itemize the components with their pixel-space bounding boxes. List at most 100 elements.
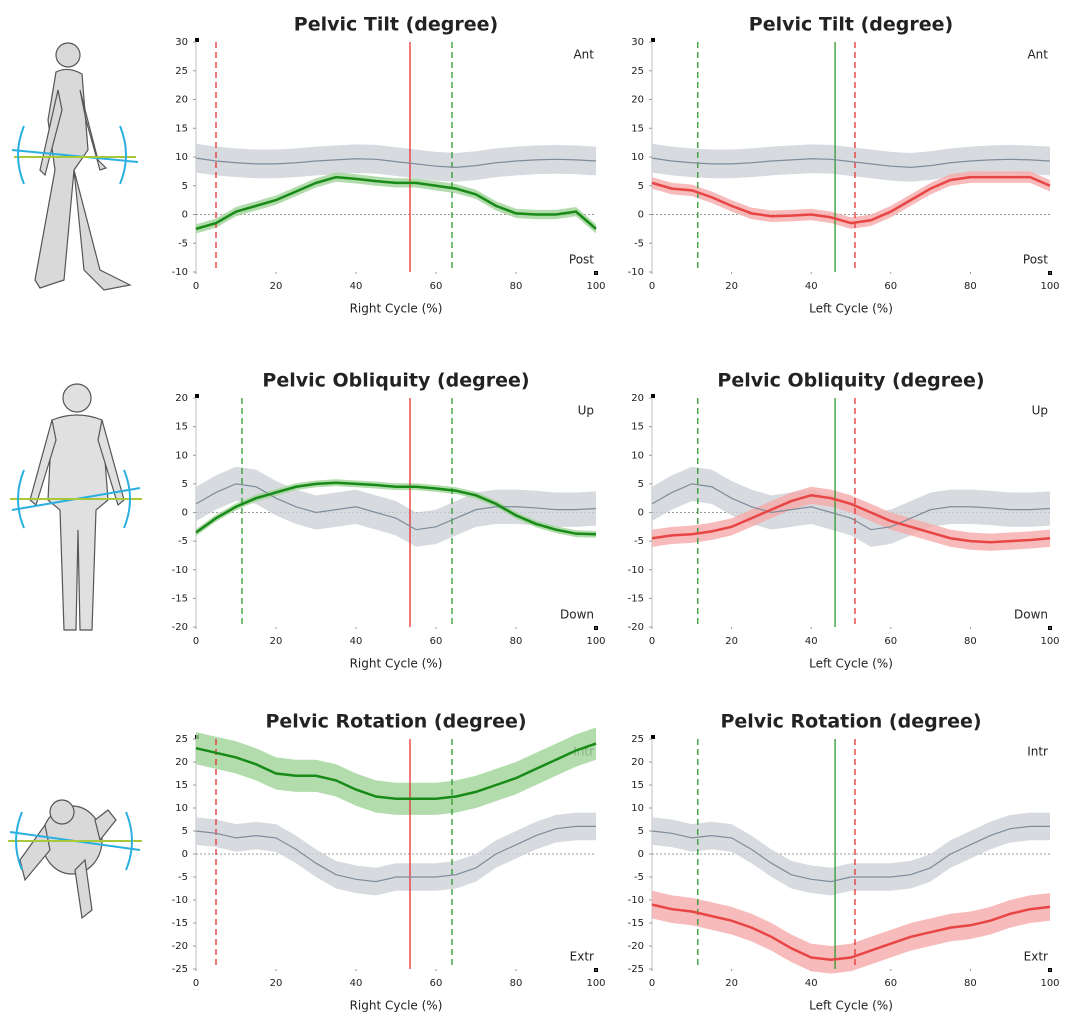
x-tick-label: 0: [649, 281, 655, 292]
band: [196, 144, 596, 182]
chart: Pelvic Obliquity (degree)Left Cycle (%)U…: [628, 370, 1060, 671]
page: {"chart_data": [ {"type": "line", "title…: [0, 0, 1067, 1019]
y-tick-label: 15: [175, 123, 188, 134]
y-tick-label: -10: [628, 895, 644, 906]
x-tick-label: 0: [649, 636, 655, 647]
x-tick-label: 60: [430, 636, 443, 647]
y-tick-label: -5: [634, 238, 644, 249]
y-tick-label: 15: [175, 422, 188, 433]
front-figure: [30, 384, 124, 630]
x-tick-label: 20: [725, 636, 738, 647]
y-tick-label: -5: [178, 536, 188, 547]
chart-title: Pelvic Rotation (degree): [265, 711, 526, 733]
y-tick-label: -20: [172, 941, 188, 952]
y-tick-label: 0: [638, 849, 644, 860]
annotation: Up: [578, 404, 594, 418]
x-axis-label: Left Cycle (%): [809, 999, 893, 1013]
x-tick-label: 80: [510, 636, 523, 647]
chart: Pelvic Obliquity (degree)Right Cycle (%)…: [172, 370, 606, 671]
chart: Pelvic Tilt (degree)Left Cycle (%)AntPos…: [628, 14, 1060, 316]
x-tick-label: 100: [1040, 978, 1059, 989]
x-tick-label: 20: [270, 281, 283, 292]
x-tick-label: 40: [350, 636, 363, 647]
y-tick-label: 10: [175, 803, 188, 814]
x-tick-label: 60: [884, 636, 897, 647]
axis-end: [195, 38, 199, 42]
band: [196, 467, 596, 547]
x-axis-label: Right Cycle (%): [350, 999, 443, 1013]
x-tick-label: 0: [193, 281, 199, 292]
x-tick-label: 100: [1040, 281, 1059, 292]
chart-title: Pelvic Tilt (degree): [749, 14, 953, 36]
y-tick-label: -15: [172, 593, 188, 604]
y-tick-label: -10: [628, 565, 644, 576]
y-tick-label: 10: [175, 152, 188, 163]
y-tick-label: 0: [638, 210, 644, 221]
annotation: Post: [1023, 253, 1048, 267]
x-tick-label: 40: [350, 281, 363, 292]
x-tick-label: 100: [586, 636, 605, 647]
y-tick-label: 5: [638, 826, 644, 837]
y-tick-label: 20: [631, 95, 644, 106]
x-tick-label: 0: [193, 978, 199, 989]
x-tick-label: 60: [884, 978, 897, 989]
x-tick-label: 60: [884, 281, 897, 292]
x-tick-label: 100: [1040, 636, 1059, 647]
y-tick-label: -20: [172, 622, 188, 633]
x-axis-label: Right Cycle (%): [350, 302, 443, 316]
x-tick-label: 20: [725, 281, 738, 292]
y-tick-label: -25: [628, 964, 644, 975]
chart-title: Pelvic Obliquity (degree): [717, 370, 984, 392]
x-tick-label: 40: [805, 281, 818, 292]
y-tick-label: -5: [634, 536, 644, 547]
annotation: Post: [569, 253, 594, 267]
x-tick-label: 80: [964, 978, 977, 989]
x-tick-label: 0: [649, 978, 655, 989]
annotation: Down: [1014, 608, 1048, 622]
chart-title: Pelvic Rotation (degree): [720, 711, 981, 733]
chart: Pelvic Rotation (degree)Right Cycle (%)I…: [172, 711, 606, 1013]
y-tick-label: 25: [175, 66, 188, 77]
y-tick-label: 10: [631, 803, 644, 814]
y-tick-label: 0: [182, 210, 188, 221]
y-tick-label: 20: [175, 393, 188, 404]
x-tick-label: 40: [805, 636, 818, 647]
walking-figure: [35, 43, 130, 290]
y-tick-label: -10: [172, 565, 188, 576]
axis-end: [195, 394, 199, 398]
x-tick-label: 20: [270, 636, 283, 647]
x-tick-label: 20: [725, 978, 738, 989]
y-tick-label: 25: [631, 66, 644, 77]
y-tick-label: -5: [634, 872, 644, 883]
y-tick-label: 0: [638, 508, 644, 519]
y-tick-label: -15: [172, 918, 188, 929]
x-tick-label: 80: [964, 281, 977, 292]
chart: Pelvic Tilt (degree)Right Cycle (%)AntPo…: [172, 14, 606, 316]
y-tick-label: -15: [628, 593, 644, 604]
band: [652, 813, 1050, 896]
figure: Pelvic Tilt (degree) Right Cycle (%) Ant Po…: [0, 0, 1067, 1019]
y-tick-label: 20: [175, 95, 188, 106]
top-figure: [20, 800, 116, 918]
axis-end: [651, 38, 655, 42]
y-tick-label: 5: [182, 181, 188, 192]
x-tick-label: 40: [350, 978, 363, 989]
annotation: Down: [560, 608, 594, 622]
y-tick-label: -10: [172, 895, 188, 906]
y-tick-label: 10: [631, 450, 644, 461]
x-tick-label: 100: [586, 281, 605, 292]
y-tick-label: 5: [638, 479, 644, 490]
band: [652, 171, 1050, 229]
axis-end: [651, 735, 655, 739]
annotation: Intr: [1027, 745, 1048, 759]
y-tick-label: 0: [182, 849, 188, 860]
y-tick-label: 10: [175, 450, 188, 461]
y-tick-label: 15: [631, 123, 644, 134]
x-tick-label: 60: [430, 978, 443, 989]
annotation: Ant: [573, 48, 594, 62]
y-tick-label: -10: [628, 267, 644, 278]
y-tick-label: 25: [175, 734, 188, 745]
annotation: Ant: [1027, 48, 1048, 62]
y-tick-label: -20: [628, 941, 644, 952]
x-tick-label: 80: [510, 978, 523, 989]
